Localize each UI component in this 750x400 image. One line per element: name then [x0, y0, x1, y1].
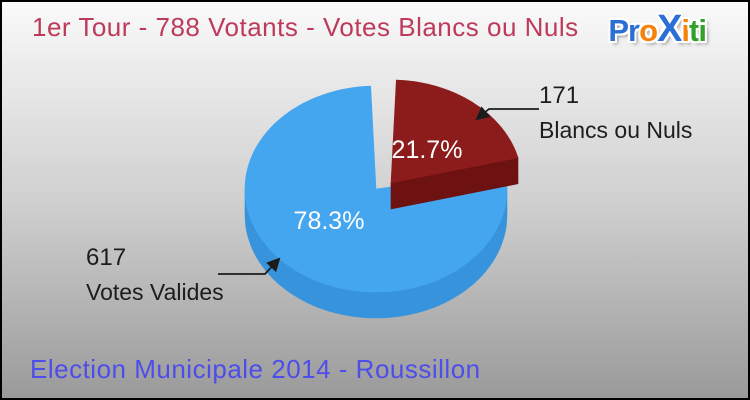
footer-title: Election Municipale 2014 - Roussillon — [30, 354, 481, 384]
logo-letter-1: r — [628, 13, 640, 48]
logo-letter-3: X — [657, 8, 682, 50]
callout-value: 171 — [539, 82, 580, 109]
callout-arrows — [218, 106, 539, 275]
pie-slice-votes-valides — [244, 85, 508, 293]
logo-letter-0: P — [608, 13, 629, 48]
callout-blancs-ou-nuls: 171 Blancs ou Nuls — [539, 78, 692, 148]
logo-letter-5: t — [689, 13, 699, 48]
pie-slices — [244, 79, 519, 319]
percent-label-votes-valides: 78.3% — [294, 207, 365, 235]
pie-slice-blancs-ou-nuls — [390, 79, 519, 184]
callout-label: Blancs ou Nuls — [539, 117, 693, 143]
header-title: 1er Tour - 788 Votants - Votes Blancs ou… — [32, 12, 579, 42]
logo-letter-6: i — [698, 13, 707, 48]
proxiti-logo: ProXiti — [608, 8, 707, 51]
callout-label: Votes Valides — [86, 279, 224, 305]
percent-label-blancs-ou-nuls: 21.7% — [392, 136, 463, 164]
callout-value: 617 — [86, 244, 127, 271]
callout-votes-valides: 617 Votes Valides — [86, 240, 224, 310]
arrow-votes-valides — [218, 257, 281, 275]
logo-letter-4: i — [681, 13, 690, 48]
pie-percent-labels: 78.3% 21.7% — [294, 136, 463, 235]
arrow-blancs-ou-nuls — [475, 106, 539, 121]
logo-letter-2: o — [639, 13, 658, 48]
